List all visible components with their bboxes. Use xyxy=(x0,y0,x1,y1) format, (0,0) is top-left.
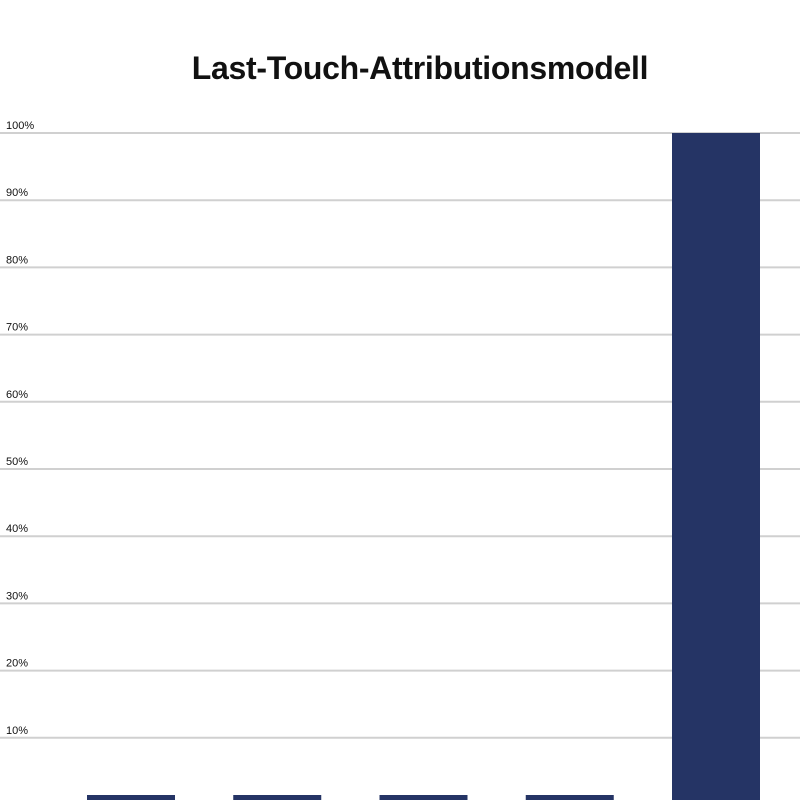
bar xyxy=(525,795,614,800)
chart-title: Last-Touch-Attributionsmodell xyxy=(191,50,649,86)
y-tick-label: 20% xyxy=(6,658,28,670)
y-tick-label: 90% xyxy=(6,187,28,199)
bars xyxy=(87,133,760,800)
bar xyxy=(233,795,322,800)
bar xyxy=(672,133,760,800)
y-tick-label: 30% xyxy=(6,590,28,602)
bar xyxy=(87,795,175,800)
y-tick-label: 60% xyxy=(6,389,28,401)
y-axis-tick-labels: 10% 20% 30% 40% 50% 60% 70% 80% 90% 100% xyxy=(6,120,34,737)
y-tick-label: 100% xyxy=(6,120,34,132)
y-tick-label: 10% xyxy=(6,725,28,737)
gridlines xyxy=(0,132,800,739)
y-tick-label: 40% xyxy=(6,523,28,535)
bar xyxy=(379,795,468,800)
y-tick-label: 80% xyxy=(6,254,28,266)
y-tick-label: 70% xyxy=(6,322,28,334)
y-tick-label: 50% xyxy=(6,456,28,468)
